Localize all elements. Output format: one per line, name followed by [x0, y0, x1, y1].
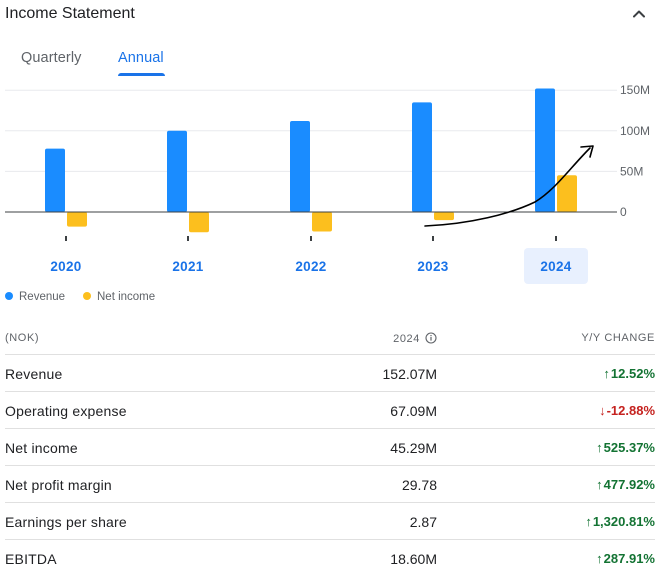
legend-net-income-dot [83, 292, 91, 300]
year-button-2020[interactable]: 2020 [50, 258, 82, 274]
year-button-2021[interactable]: 2021 [172, 258, 204, 274]
table-row: Net income 45.29M ↑525.37% [5, 429, 655, 466]
revenue-bar-2024 [535, 88, 555, 212]
legend-revenue: Revenue [5, 291, 65, 303]
table-body: Revenue 152.07M ↑12.52% Operating expense 67… [5, 355, 655, 576]
revenue-bar-2022 [290, 121, 310, 212]
row-change-operating-expense: ↓-12.88% [599, 403, 655, 418]
table-header: (NOK) 2024 Y/Y CHANGE [5, 320, 655, 355]
change-header: Y/Y CHANGE [581, 332, 655, 344]
legend-net-income-label: Net income [97, 291, 156, 303]
year-button-2022[interactable]: 2022 [295, 258, 327, 274]
row-value-ebitda: 18.60M [390, 551, 437, 567]
tab-quarterly[interactable]: Quarterly [21, 50, 82, 66]
row-change-value: 287.91% [603, 551, 655, 566]
year-button-2023[interactable]: 2023 [417, 258, 449, 274]
y-tick-label: 50M [620, 164, 643, 178]
legend-net-income: Net income [83, 291, 155, 303]
trend-arrow-head-icon [580, 145, 594, 158]
row-value-operating-expense: 67.09M [390, 403, 437, 419]
financials-table: (NOK) 2024 Y/Y CHANGE Revenue 152.07M ↑12.… [5, 320, 655, 576]
row-value-earnings-per-share: 2.87 [409, 514, 437, 530]
row-change-net-income: ↑525.37% [596, 440, 655, 455]
row-value-net-profit-margin: 29.78 [401, 477, 437, 493]
revenue-bar-2020 [45, 148, 65, 212]
row-change-value: -12.88% [606, 403, 655, 418]
table-row: Revenue 152.07M ↑12.52% [5, 355, 655, 392]
year-button-2024[interactable]: 2024 [524, 248, 588, 284]
income-statement-header: Income Statement [5, 3, 653, 25]
y-tick-label: 100M [620, 124, 650, 138]
period-header-label: 2024 [393, 333, 420, 345]
legend-revenue-label: Revenue [19, 291, 66, 303]
row-change-value: 477.92% [603, 477, 655, 492]
table-row: EBITDA 18.60M ↑287.91% [5, 540, 655, 576]
table-row: Earnings per share 2.87 ↑1,320.81% [5, 503, 655, 540]
revenue-bar-2021 [167, 130, 187, 212]
arrow-up-icon: ↑ [603, 366, 610, 381]
legend-revenue-dot [5, 292, 13, 300]
row-label-net-profit-margin: Net profit margin [5, 477, 112, 493]
row-change-value: 1,320.81% [592, 514, 655, 529]
row-label-net-income: Net income [5, 440, 78, 456]
row-change-net-profit-margin: ↑477.92% [596, 477, 655, 492]
arrow-up-icon: ↑ [596, 440, 603, 455]
net-income-bar-2022 [312, 212, 332, 232]
y-tick-label: 150M [620, 83, 650, 97]
net-income-bar-2023 [434, 212, 454, 221]
period-tabs: Quarterly Annual [0, 46, 659, 76]
row-label-revenue: Revenue [5, 366, 63, 382]
income-bar-chart: 150M 100M 50M 0 [5, 83, 650, 241]
arrow-up-icon: ↑ [596, 551, 603, 566]
y-tick-label: 0 [620, 205, 627, 219]
net-income-bar-2020 [67, 212, 87, 227]
row-value-revenue: 152.07M [382, 366, 437, 382]
arrow-up-icon: ↑ [585, 514, 592, 529]
table-row: Operating expense 67.09M ↓-12.88% [5, 392, 655, 429]
row-value-net-income: 45.29M [390, 440, 437, 456]
row-change-revenue: ↑12.52% [603, 366, 655, 381]
row-label-operating-expense: Operating expense [5, 403, 127, 419]
period-header: 2024 [393, 332, 437, 345]
revenue-bar-2023 [412, 102, 432, 212]
row-change-ebitda: ↑287.91% [596, 551, 655, 566]
row-label-earnings-per-share: Earnings per share [5, 514, 127, 530]
tab-annual[interactable]: Annual [118, 50, 164, 66]
row-label-ebitda: EBITDA [5, 551, 57, 567]
row-change-value: 525.37% [603, 440, 655, 455]
section-title: Income Statement [5, 5, 135, 22]
info-icon[interactable] [425, 332, 437, 344]
arrow-down-icon: ↓ [599, 403, 606, 418]
table-row: Net profit margin 29.78 ↑477.92% [5, 466, 655, 503]
currency-header: (NOK) [5, 332, 40, 344]
active-tab-indicator [118, 73, 165, 76]
row-change-earnings-per-share: ↑1,320.81% [585, 514, 655, 529]
arrow-up-icon: ↑ [596, 477, 603, 492]
trend-arrow-annotation [424, 147, 591, 227]
row-change-value: 12.52% [610, 366, 655, 381]
chevron-up-icon[interactable] [629, 4, 649, 24]
net-income-bar-2024 [557, 175, 577, 212]
net-income-bar-2021 [189, 212, 209, 233]
